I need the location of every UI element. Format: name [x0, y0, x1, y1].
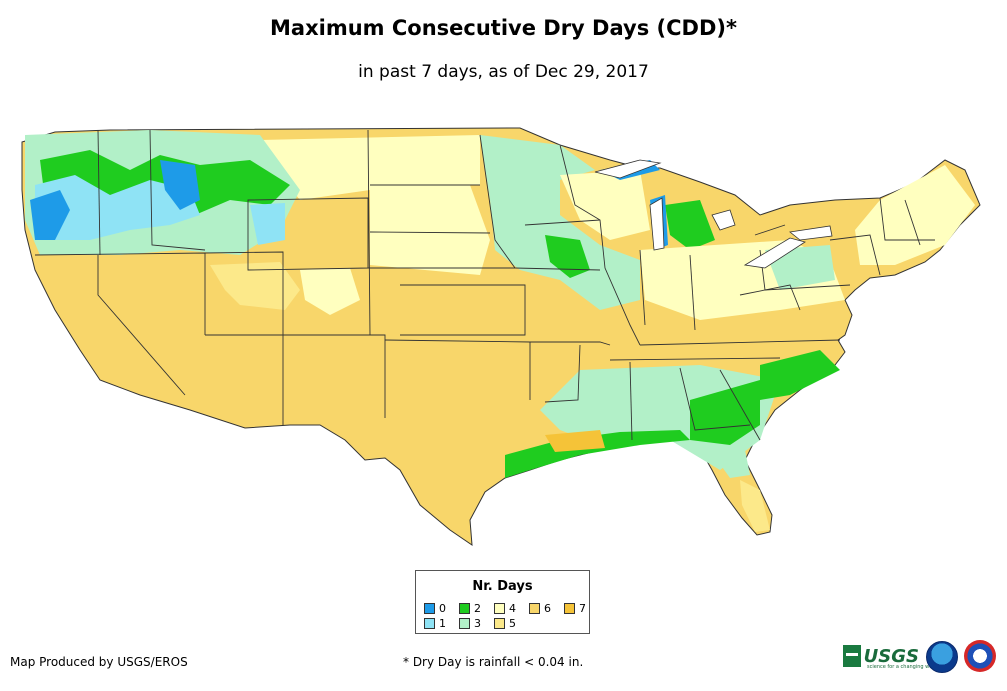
zone-4-florida-peninsula — [740, 480, 770, 532]
legend-label-4: 4 — [509, 602, 516, 615]
usgs-wave-icon — [843, 645, 861, 667]
usgs-tagline: science for a changing world — [867, 664, 939, 670]
legend-swatch-7 — [564, 603, 575, 614]
state-borders — [34, 129, 935, 441]
zone-0-northwest — [30, 190, 70, 240]
zone-1-northwest — [35, 175, 200, 240]
zone-7-louisiana — [545, 430, 605, 452]
legend-item-6: 6 — [529, 602, 551, 615]
zone-2-iowa — [545, 235, 590, 278]
legend-item-3: 3 — [459, 617, 481, 630]
dry-day-footnote: * Dry Day is rainfall < 0.04 in. — [403, 655, 584, 669]
legend-label-5: 5 — [509, 617, 516, 630]
legend-swatch-0 — [424, 603, 435, 614]
legend-swatch-1 — [424, 618, 435, 629]
zone-2-gulf-coast — [505, 430, 690, 478]
legend-swatch-4 — [494, 603, 505, 614]
legend-item-5: 5 — [494, 617, 516, 630]
zone-0-idaho — [160, 160, 200, 210]
legend-item-7: 7 — [564, 602, 586, 615]
map-subtitle: in past 7 days, as of Dec 29, 2017 — [358, 62, 649, 82]
map-credit: Map Produced by USGS/EROS — [10, 655, 188, 669]
legend-label-1: 1 — [439, 617, 446, 630]
nws-logo-icon — [964, 640, 996, 672]
zone-4-wisconsin — [560, 170, 650, 240]
legend-item-4: 4 — [494, 602, 516, 615]
legend-swatch-2 — [459, 603, 470, 614]
legend-item-2: 2 — [459, 602, 481, 615]
map-title: Maximum Consecutive Dry Days (CDD)* — [270, 16, 737, 40]
legend-swatch-6 — [529, 603, 540, 614]
legend-label-7: 7 — [579, 602, 586, 615]
zone-2-carolina — [760, 350, 840, 400]
zone-4-montana — [260, 135, 480, 200]
legend-box: Nr. Days 0 1 2 3 4 5 6 7 — [415, 570, 590, 634]
legend-swatch-5 — [494, 618, 505, 629]
usgs-logo-text: USGS — [863, 645, 919, 667]
legend-label-2: 2 — [474, 602, 481, 615]
legend-item-0: 0 — [424, 602, 446, 615]
usgs-logo: USGS science for a changing world — [843, 643, 939, 670]
zone-1-wyoming — [250, 203, 285, 245]
zone-4-dakotas — [370, 185, 490, 275]
zone-5-utah — [210, 262, 300, 310]
legend-item-1: 1 — [424, 617, 446, 630]
legend-label-0: 0 — [439, 602, 446, 615]
zone-3-florida — [710, 450, 750, 478]
legend-swatch-3 — [459, 618, 470, 629]
legend-label-6: 6 — [544, 602, 551, 615]
zone-4-colorado — [300, 268, 360, 315]
great-lakes — [594, 159, 833, 269]
legend-title: Nr. Days — [472, 579, 533, 594]
noaa-logo-icon — [926, 641, 958, 673]
zone-2-michigan — [665, 200, 715, 250]
legend-label-3: 3 — [474, 617, 481, 630]
